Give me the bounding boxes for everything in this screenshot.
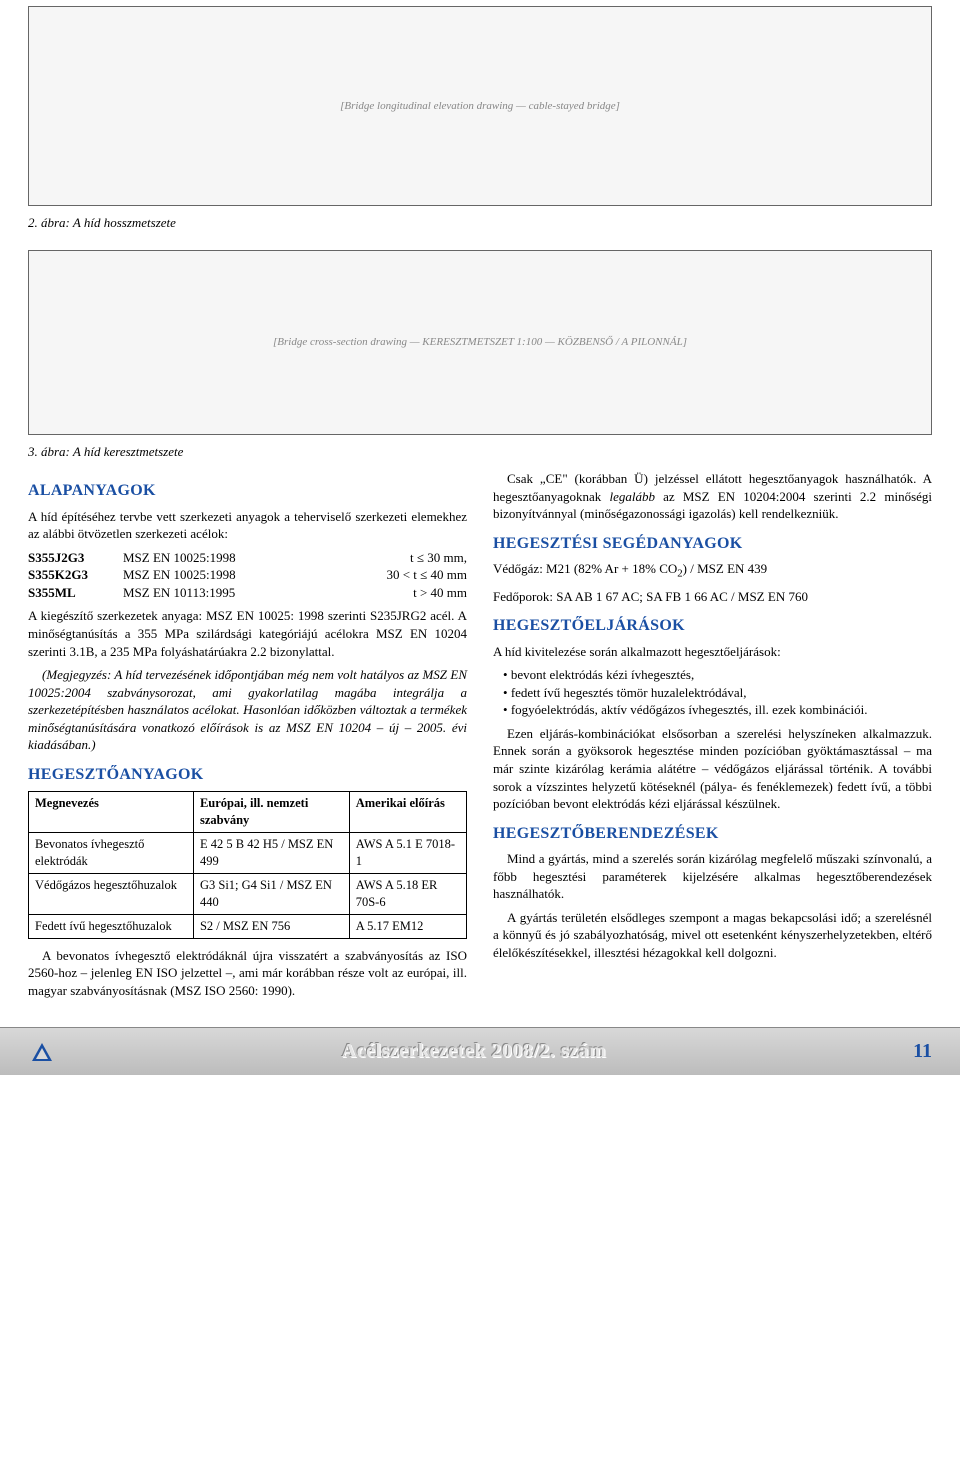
table-cell: Bevonatos ívhegesztő elektródák [29, 833, 194, 874]
heading-alapanyagok: ALAPANYAGOK [28, 480, 467, 502]
steel-standard: MSZ EN 10113:1995 [123, 584, 308, 602]
steel-standard: MSZ EN 10025:1998 [123, 566, 308, 584]
steel-row: S355K2G3 MSZ EN 10025:1998 30 < t ≤ 40 m… [28, 566, 467, 584]
table-cell: A 5.17 EM12 [349, 914, 466, 938]
table-cell: AWS A 5.18 ER 70S-6 [349, 873, 466, 914]
welding-materials-table: Megnevezés Európai, ill. nemzeti szabván… [28, 791, 467, 938]
page-footer: Acélszerkezetek 2008/2. szám 11 [0, 1027, 960, 1075]
steel-condition: t ≤ 30 mm, [308, 549, 467, 567]
steel-standard: MSZ EN 10025:1998 [123, 549, 308, 567]
steel-grade: S355J2G3 [28, 549, 123, 567]
table-row: Bevonatos ívhegesztő elektródák E 42 5 B… [29, 833, 467, 874]
steel-grade: S355K2G3 [28, 566, 123, 584]
table-row: Fedett ívű hegesztőhuzalok S2 / MSZ EN 7… [29, 914, 467, 938]
ber-paragraph-1: Mind a gyártás, mind a szerelés során ki… [493, 850, 932, 903]
table-header: Megnevezés [29, 792, 194, 833]
text-italic: legalább [609, 489, 655, 504]
text-run: Védőgáz: M21 (82% Ar + 18% CO [493, 561, 677, 576]
list-item: bevont elektródás kézi ívhegesztés, [493, 666, 932, 684]
table-cell: Védőgázos hegesztőhuzalok [29, 873, 194, 914]
footer-title: Acélszerkezetek 2008/2. szám [56, 1038, 892, 1065]
heading-segedanyagok: HEGESZTÉSI SEGÉDANYAGOK [493, 533, 932, 555]
table-cell: AWS A 5.1 E 7018-1 [349, 833, 466, 874]
list-item: fogyóelektródás, aktív védőgázos ívheges… [493, 701, 932, 719]
figure-alt: [Bridge longitudinal elevation drawing —… [340, 99, 620, 114]
steel-row: S355ML MSZ EN 10113:1995 t > 40 mm [28, 584, 467, 602]
seged-line1: Védőgáz: M21 (82% Ar + 18% CO2) / MSZ EN… [493, 560, 932, 581]
heading-eljarasok: HEGESZTŐELJÁRÁSOK [493, 615, 932, 637]
list-item: fedett ívű hegesztés tömör huzalelektród… [493, 684, 932, 702]
table-cell: E 42 5 B 42 H5 / MSZ EN 499 [193, 833, 349, 874]
elj-paragraph: Ezen eljárás-kombinációkat elsősorban a … [493, 725, 932, 813]
heading-berendezesek: HEGESZTŐBERENDEZÉSEK [493, 823, 932, 845]
heading-hegesztoanyagok: HEGESZTŐANYAGOK [28, 764, 467, 786]
elj-intro: A híd kivitelezése során alkalmazott heg… [493, 643, 932, 661]
table-cell: Fedett ívű hegesztőhuzalok [29, 914, 194, 938]
elj-list: bevont elektródás kézi ívhegesztés, fede… [493, 666, 932, 719]
steel-condition: t > 40 mm [308, 584, 467, 602]
figure-caption-1: 2. ábra: A híd hosszmetszete [28, 214, 932, 232]
seged-line2: Fedőporok: SA AB 1 67 AC; SA FB 1 66 AC … [493, 588, 932, 606]
figure-bridge-cross-section: [Bridge cross-section drawing — KERESZTM… [28, 250, 932, 435]
figure-bridge-longitudinal: [Bridge longitudinal elevation drawing —… [28, 6, 932, 206]
steel-grades-list: S355J2G3 MSZ EN 10025:1998 t ≤ 30 mm, S3… [28, 549, 467, 602]
hegany-paragraph: A bevonatos ívhegesztő elektródáknál újr… [28, 947, 467, 1000]
table-header: Amerikai előírás [349, 792, 466, 833]
footer-logo-icon [28, 1038, 56, 1066]
steel-condition: 30 < t ≤ 40 mm [308, 566, 467, 584]
figure-caption-2: 3. ábra: A híd keresztmetszete [28, 443, 932, 461]
table-cell: S2 / MSZ EN 756 [193, 914, 349, 938]
figure-alt: [Bridge cross-section drawing — KERESZTM… [273, 335, 687, 350]
steel-grade: S355ML [28, 584, 123, 602]
footer-page-number: 11 [892, 1038, 932, 1065]
text-run: ) / MSZ EN 439 [683, 561, 768, 576]
alap-intro: A híd építéséhez tervbe vett szerkezeti … [28, 508, 467, 543]
right-column: Csak „CE" (korábban Ü) jelzéssel ellátot… [493, 470, 932, 1005]
table-cell: G3 Si1; G4 Si1 / MSZ EN 440 [193, 873, 349, 914]
left-column: ALAPANYAGOK A híd építéséhez tervbe vett… [28, 470, 467, 1005]
alap-note: (Megjegyzés: A híd tervezésének időpontj… [28, 666, 467, 754]
table-row: Védőgázos hegesztőhuzalok G3 Si1; G4 Si1… [29, 873, 467, 914]
alap-paragraph: A kiegészítő szerkezetek anyaga: MSZ EN … [28, 607, 467, 660]
ce-paragraph: Csak „CE" (korábban Ü) jelzéssel ellátot… [493, 470, 932, 523]
table-header: Európai, ill. nemzeti szabvány [193, 792, 349, 833]
ber-paragraph-2: A gyártás területén elsődleges szempont … [493, 909, 932, 962]
steel-row: S355J2G3 MSZ EN 10025:1998 t ≤ 30 mm, [28, 549, 467, 567]
